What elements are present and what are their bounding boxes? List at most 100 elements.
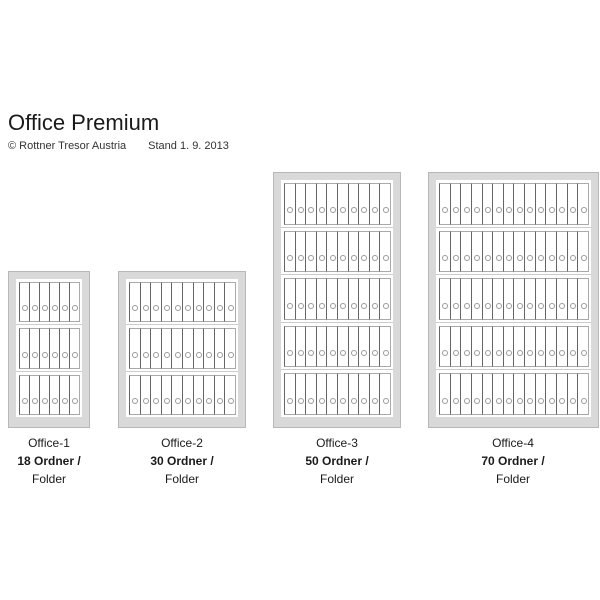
shelf [436,370,591,417]
binder-ring-icon [308,397,315,404]
binder-ring-icon [217,351,224,358]
label-office-2: Office-2 30 Ordner / Folder [102,434,262,488]
binder-ring-icon [452,254,459,261]
binder-ring-icon [297,397,304,404]
binder-ring-icon [22,398,28,405]
binder-ring-icon [132,305,139,312]
safe-office-3 [273,172,401,428]
binder-ring-icon [287,350,294,357]
binder-ring-icon [142,398,149,405]
binder [69,328,80,369]
binder-ring-icon [548,207,555,214]
binder-ring-icon [52,351,58,358]
binder-ring-icon [559,254,566,261]
binder-ring-icon [516,254,523,261]
binder-ring-icon [297,207,304,214]
shelf [436,323,591,371]
binder-ring-icon [319,397,326,404]
binder-ring-icon [361,207,368,214]
shelf [126,372,238,417]
binder-ring-icon [361,254,368,261]
binder-ring-icon [580,350,587,357]
binder-ring-icon [72,305,78,312]
binder-ring-icon [516,350,523,357]
safe-interior [16,279,82,417]
capacity: 70 Ordner / [481,454,545,468]
binder-ring-icon [382,207,389,214]
binder-ring-icon [206,305,213,312]
binder [224,328,236,369]
binder-ring-icon [516,207,523,214]
binder-ring-icon [132,398,139,405]
binder-ring-icon [484,302,491,309]
date: Stand 1. 9. 2013 [148,140,229,152]
subtitle: © Rottner Tresor Austria Stand 1. 9. 2013 [8,140,251,152]
binder-ring-icon [22,351,28,358]
binder-ring-icon [382,350,389,357]
binder-ring-icon [227,305,234,312]
binder-ring-icon [580,397,587,404]
safe-office-4 [428,172,599,428]
binder-ring-icon [227,351,234,358]
binder-ring-icon [350,254,357,261]
binder-ring-icon [452,350,459,357]
binder-ring-icon [474,302,481,309]
binder-ring-icon [442,254,449,261]
binder-ring-icon [319,302,326,309]
binder-ring-icon [206,398,213,405]
binder-ring-icon [559,302,566,309]
shelf [436,275,591,323]
binder-ring-icon [506,350,513,357]
binder-ring-icon [52,305,58,312]
unit: Folder [164,472,199,486]
binder-ring-icon [142,351,149,358]
binder-ring-icon [474,207,481,214]
binder-ring-icon [506,302,513,309]
shelf [16,372,82,417]
binder-ring-icon [72,398,78,405]
binder [69,282,80,323]
binder [224,374,236,415]
safe-interior [436,180,591,417]
binder-ring-icon [548,254,555,261]
binder-ring-icon [506,254,513,261]
binder-ring-icon [527,302,534,309]
unit: Folder [495,472,530,486]
model-name: Office-4 [492,436,534,450]
binder-ring-icon [319,207,326,214]
binder [577,373,589,415]
binder [224,282,236,323]
binder-ring-icon [142,305,149,312]
binder-ring-icon [329,350,336,357]
model-name: Office-1 [28,436,70,450]
binder-ring-icon [527,397,534,404]
binder-ring-icon [484,397,491,404]
binder-ring-icon [217,398,224,405]
binder-ring-icon [195,305,202,312]
shelf [16,325,82,372]
binder-ring-icon [62,398,68,405]
binder-ring-icon [570,397,576,404]
binder-ring-icon [350,350,357,357]
model-name: Office-3 [316,436,358,450]
binder-ring-icon [372,254,379,261]
binder-ring-icon [329,207,336,214]
binder [379,325,391,368]
binder-ring-icon [195,398,202,405]
binder-ring-icon [442,207,449,214]
binder-ring-icon [185,305,192,312]
binder-ring-icon [372,397,379,404]
binder-ring-icon [559,207,566,214]
binder-ring-icon [329,397,336,404]
label-office-1: Office-1 18 Ordner / Folder [0,434,129,488]
binder-ring-icon [42,305,48,312]
binder-ring-icon [527,254,534,261]
binder-ring-icon [474,254,481,261]
shelf [281,228,393,276]
binder-ring-icon [297,350,304,357]
binder-ring-icon [340,397,347,404]
binder-ring-icon [72,351,78,358]
shelf [281,323,393,371]
binder-ring-icon [329,254,336,261]
binder-ring-icon [452,207,459,214]
